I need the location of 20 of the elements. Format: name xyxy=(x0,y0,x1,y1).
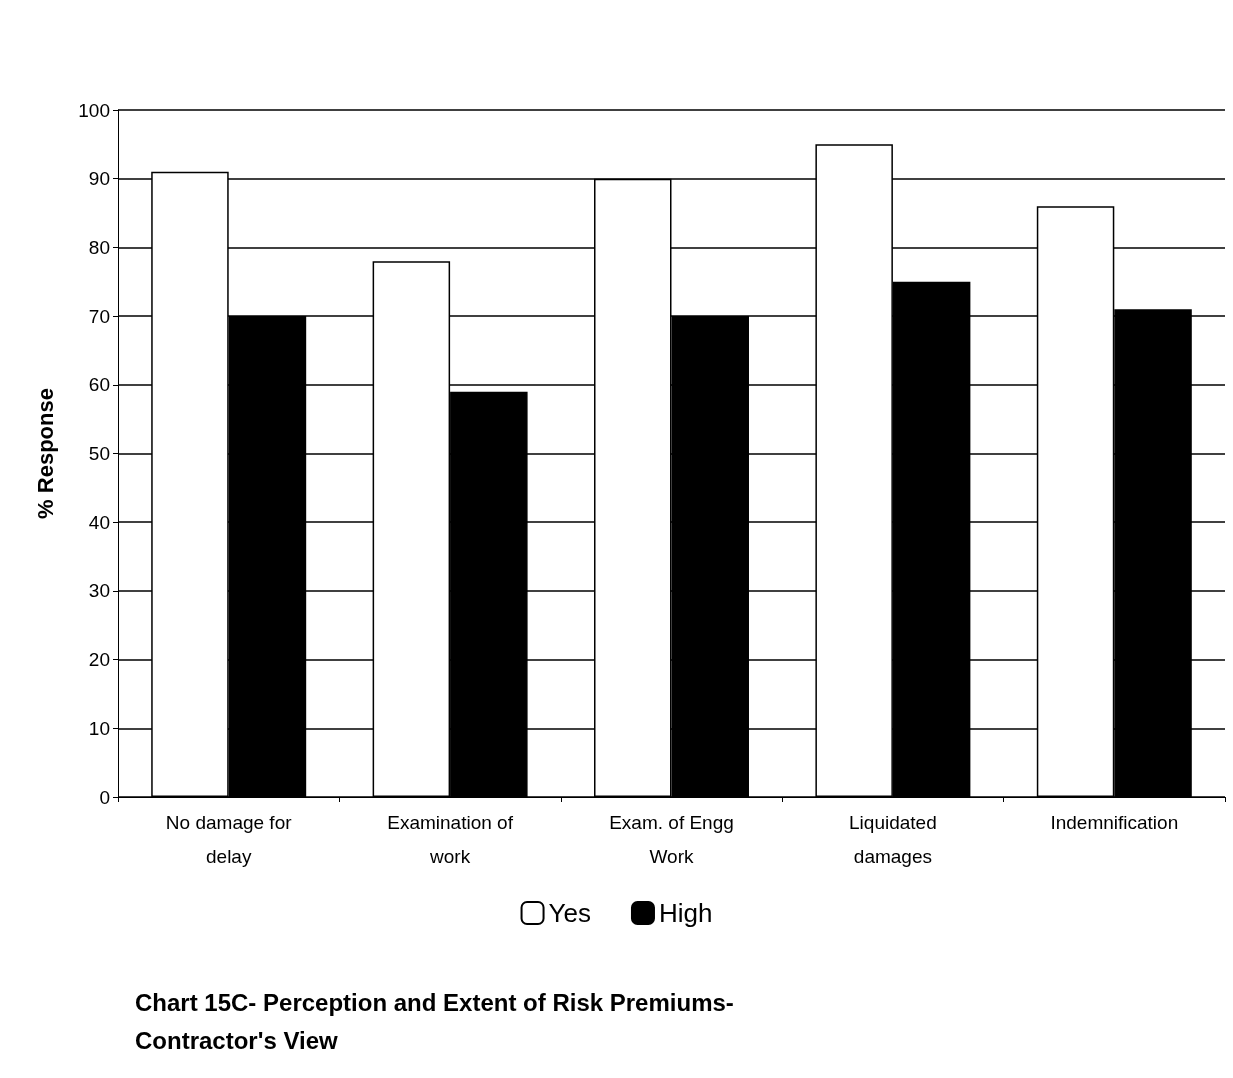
y-tick-label: 20 xyxy=(88,649,110,671)
y-tick-label: 0 xyxy=(99,786,110,808)
y-tick-label: 50 xyxy=(88,443,110,464)
y-tick-label: 40 xyxy=(88,511,110,533)
x-tick-label: Indemnification xyxy=(1050,811,1179,833)
y-axis-title: % Response xyxy=(32,388,58,519)
x-tick-label: No damage for delay xyxy=(165,811,293,867)
y-tick-label: 80 xyxy=(88,236,110,258)
x-tick-label: Examination of work xyxy=(387,811,514,867)
x-tick-label: Liquidated damages xyxy=(849,811,937,867)
y-tick-label: 60 xyxy=(88,374,110,396)
text: Chart 15C- Perception and Extent of Risk Premiums- Contractor's View xyxy=(135,988,734,1054)
y-tick-label: 100 xyxy=(78,99,110,121)
y-tick-label: 90 xyxy=(88,168,110,190)
x-tick-label: Exam. of Engg Work xyxy=(609,811,734,867)
y-tick-label: 30 xyxy=(88,580,110,602)
y-tick-label: 10 xyxy=(88,717,110,739)
y-tick-label: 70 xyxy=(88,305,110,327)
legend-label: High xyxy=(658,898,713,928)
legend-label: Yes xyxy=(548,898,591,928)
